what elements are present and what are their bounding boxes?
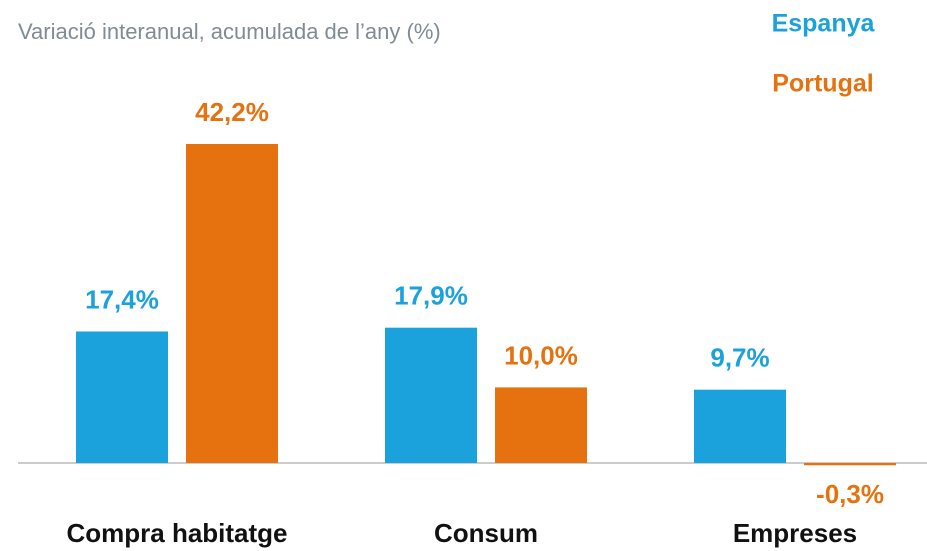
data-label: 9,7% [710,343,769,373]
data-label: 17,9% [394,281,468,311]
legend-label: Portugal [772,70,873,98]
x-tick-label: Compra habitatge [66,518,287,548]
x-tick-label: Consum [434,518,538,548]
bar [804,463,896,466]
bar [694,389,786,463]
legend-label: Espanya [772,10,876,38]
data-label: -0,3% [816,479,884,509]
data-label: 42,2% [195,97,269,127]
data-label: 17,4% [85,284,159,314]
chart-subtitle: Variació interanual, acumulada de l’any … [18,19,441,44]
bar [76,331,168,463]
data-label: 10,0% [504,340,578,370]
bar [186,144,278,463]
bar [385,327,477,463]
x-tick-label: Empreses [733,518,857,548]
bar [495,387,587,463]
